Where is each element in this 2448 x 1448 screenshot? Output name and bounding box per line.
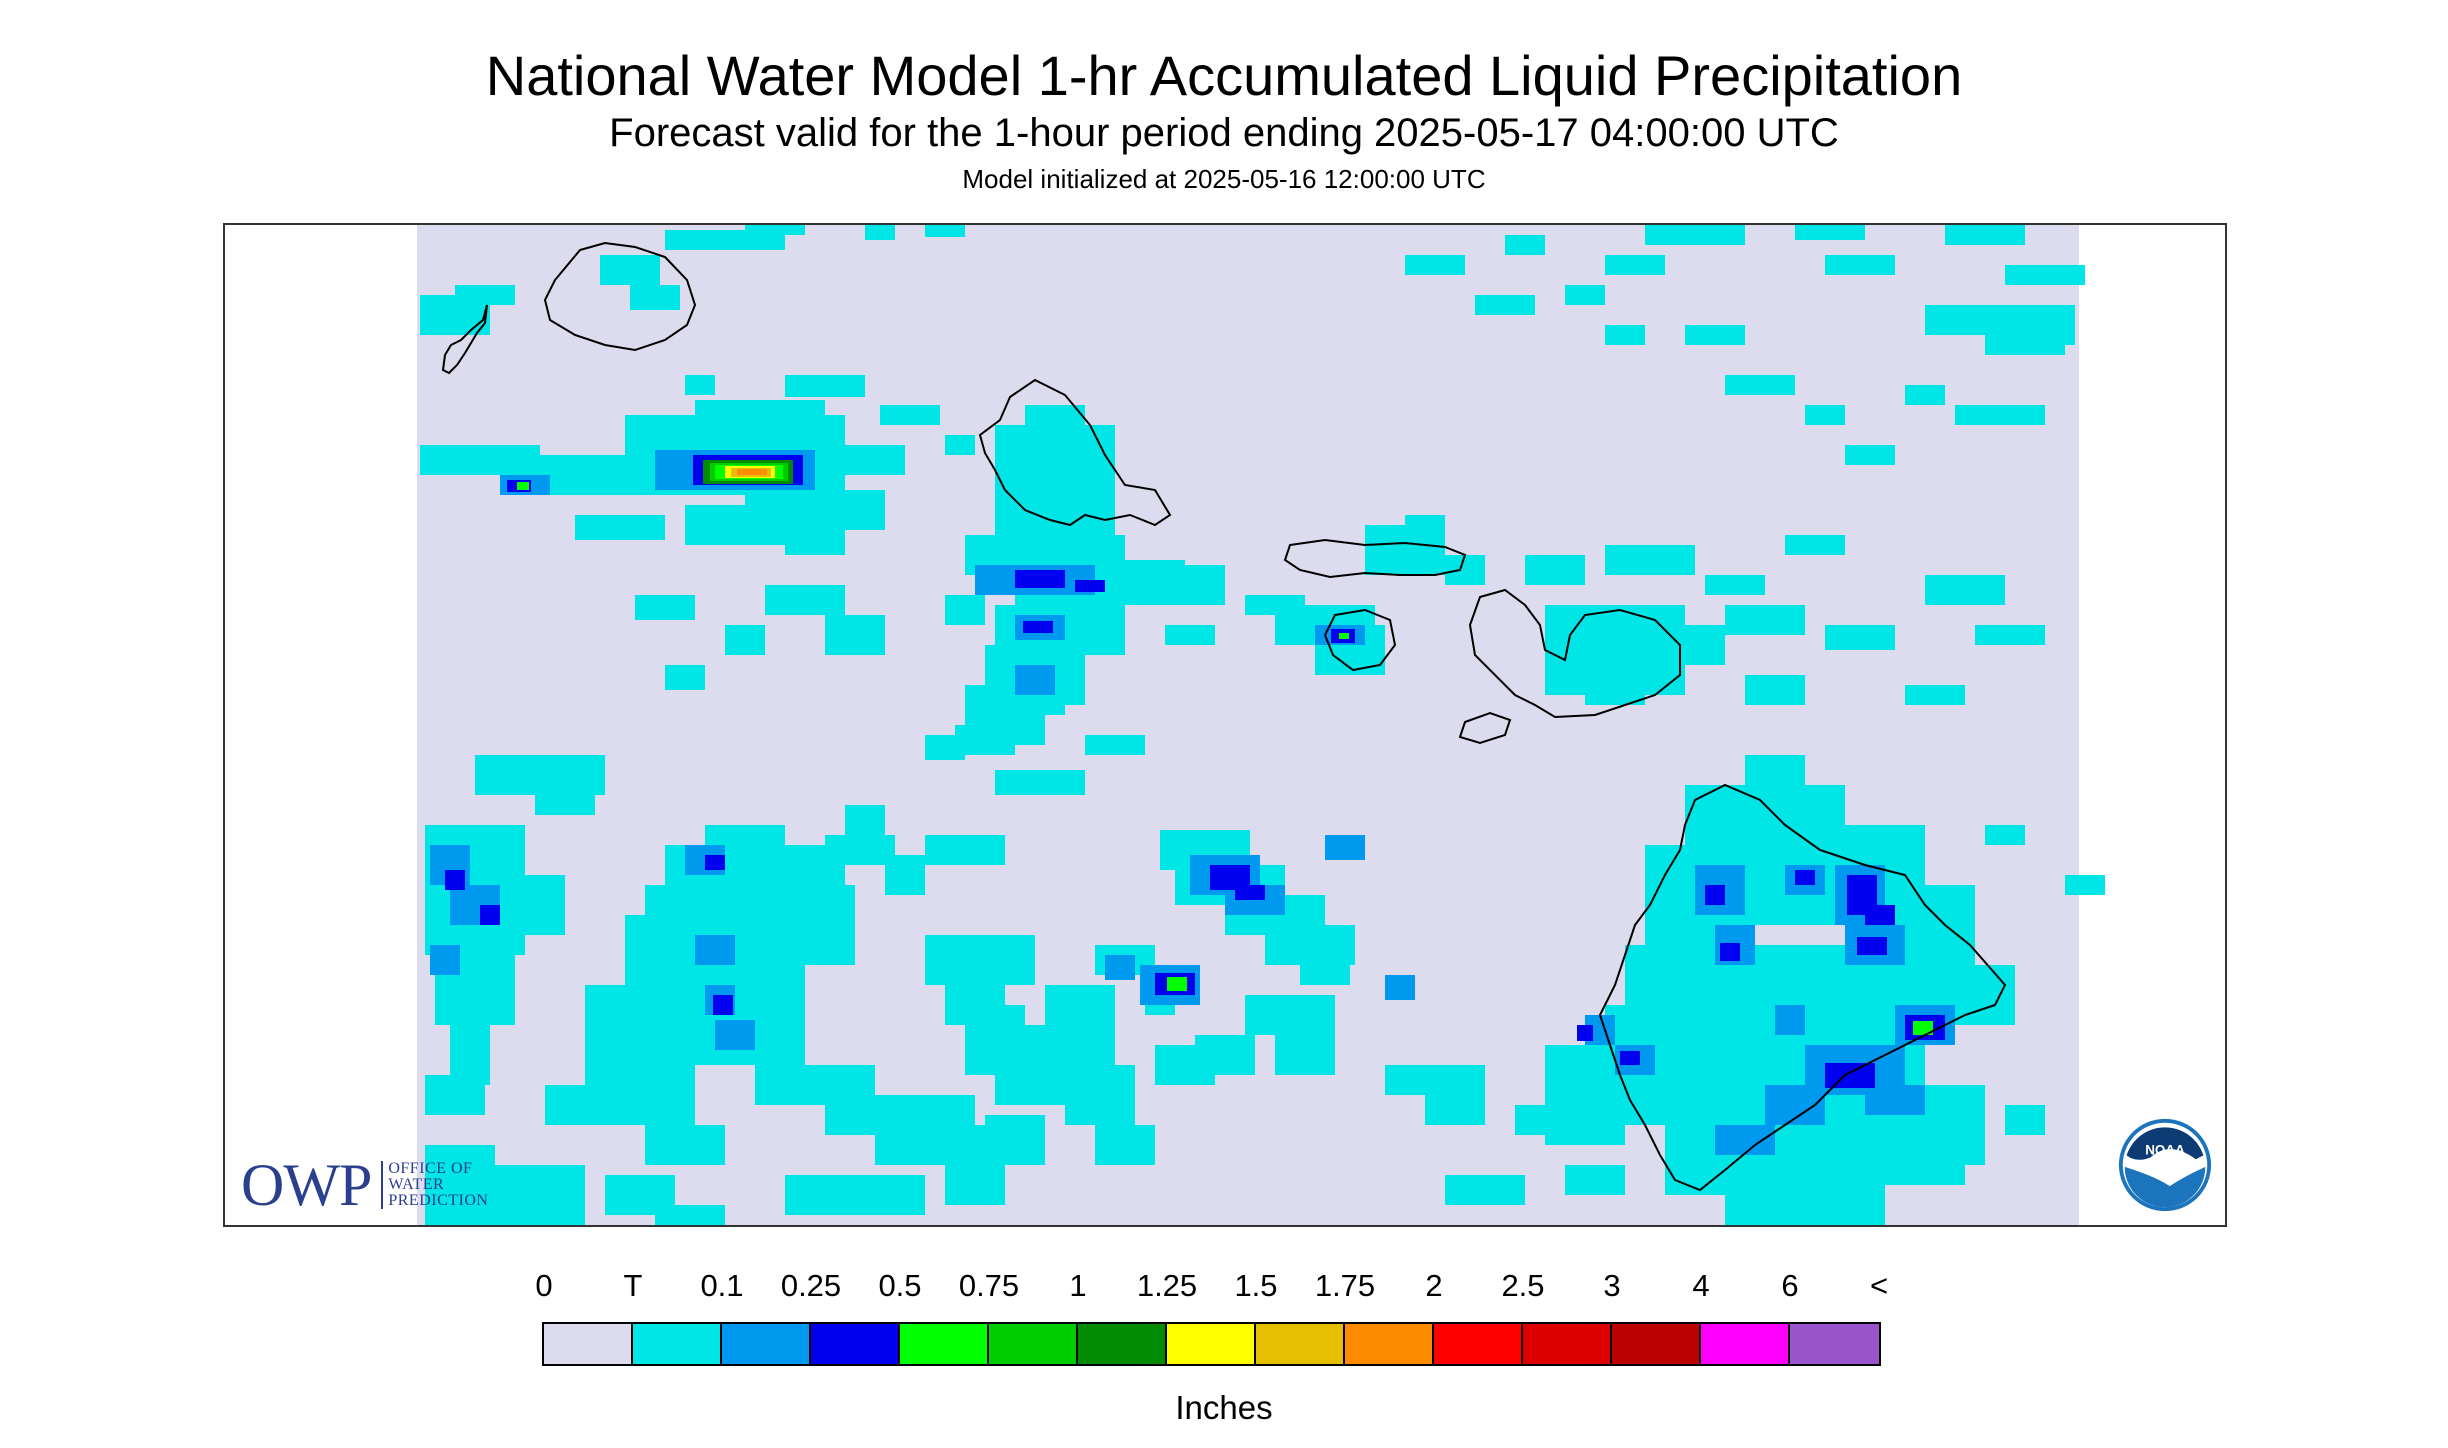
legend-swatch bbox=[811, 1324, 900, 1364]
legend-swatch bbox=[544, 1324, 633, 1364]
kahoolawe-coast bbox=[1458, 711, 1512, 745]
noaa-logo-text: NOAA bbox=[2145, 1142, 2185, 1157]
legend-colorbar bbox=[542, 1322, 1881, 1366]
owp-line-1: OFFICE OF bbox=[388, 1160, 473, 1177]
legend-tick-label: 0.1 bbox=[700, 1268, 744, 1303]
legend-swatch bbox=[900, 1324, 989, 1364]
legend-tick-label: 1 bbox=[1069, 1268, 1087, 1303]
lanai-coast bbox=[1323, 608, 1397, 672]
niihau-coast bbox=[441, 304, 488, 375]
precip-1-25-1-75-core bbox=[725, 466, 775, 478]
legend-units: Inches bbox=[1175, 1389, 1273, 1426]
legend-swatch bbox=[1078, 1324, 1167, 1364]
legend-swatch bbox=[1345, 1324, 1434, 1364]
legend-tick-label: 1.25 bbox=[1136, 1268, 1198, 1303]
island-coastlines bbox=[441, 241, 2007, 1192]
owp-logo: OWP OFFICE OF WATER PREDICTION bbox=[241, 1155, 488, 1215]
hawaii-big-island-coast bbox=[1598, 783, 2007, 1192]
maui-coast bbox=[1468, 588, 1681, 719]
legend-tick-label: 2.5 bbox=[1501, 1268, 1545, 1303]
legend-swatch bbox=[1434, 1324, 1523, 1364]
legend-swatch bbox=[989, 1324, 1078, 1364]
legend-swatch bbox=[1523, 1324, 1612, 1364]
legend-tick-label: 1.75 bbox=[1314, 1268, 1376, 1303]
legend-swatch bbox=[722, 1324, 811, 1364]
noaa-logo: NOAA bbox=[2118, 1118, 2212, 1212]
legend-tick-label: 3 bbox=[1603, 1268, 1621, 1303]
legend-tick-label: 0.25 bbox=[780, 1268, 842, 1303]
legend-tick-label: 0.5 bbox=[878, 1268, 922, 1303]
legend-labels: 0 T 0.1 0.25 0.5 0.75 1 1.25 1.5 1.75 2 2.5 3 4 6 < bbox=[0, 1268, 2448, 1308]
legend-tick-label: 0 bbox=[535, 1268, 553, 1303]
legend-swatch bbox=[1167, 1324, 1256, 1364]
legend-tick-label: 2 bbox=[1425, 1268, 1443, 1303]
forecast-valid-subtitle: Forecast valid for the 1-hour period end… bbox=[609, 111, 1839, 155]
legend-tick-label: < bbox=[1869, 1268, 1889, 1303]
legend-swatch bbox=[1256, 1324, 1345, 1364]
legend-swatch bbox=[1612, 1324, 1701, 1364]
oahu-coast bbox=[978, 378, 1172, 527]
legend-swatch bbox=[633, 1324, 722, 1364]
owp-line-3: PREDICTION bbox=[388, 1192, 489, 1209]
legend-tick-label: 0.75 bbox=[958, 1268, 1020, 1303]
owp-logo-subtext: OFFICE OF WATER PREDICTION bbox=[381, 1161, 488, 1209]
legend-swatch bbox=[1790, 1324, 1879, 1364]
legend-tick-label: 6 bbox=[1781, 1268, 1799, 1303]
legend-tick-label: T bbox=[623, 1268, 643, 1303]
legend-tick-label: 4 bbox=[1692, 1268, 1710, 1303]
map-canvas bbox=[417, 225, 2105, 1225]
legend-tick-label: 1.5 bbox=[1234, 1268, 1278, 1303]
precipitation-map: OWP OFFICE OF WATER PREDICTION NOAA bbox=[223, 223, 2227, 1227]
model-init-line: Model initialized at 2025-05-16 12:00:00… bbox=[962, 164, 1486, 194]
molokai-coast bbox=[1283, 538, 1467, 579]
legend-swatch bbox=[1701, 1324, 1790, 1364]
chart-title: National Water Model 1-hr Accumulated Li… bbox=[485, 44, 1963, 107]
kauai-coast bbox=[543, 241, 697, 352]
owp-logo-letters: OWP bbox=[241, 1152, 372, 1218]
owp-line-2: WATER bbox=[388, 1176, 445, 1193]
